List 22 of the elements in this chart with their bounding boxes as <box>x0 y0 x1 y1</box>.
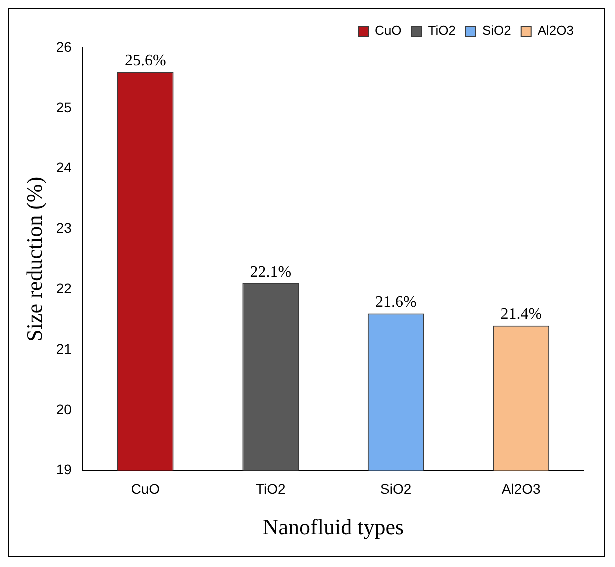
y-axis-title: Size reduction (%) <box>22 176 47 342</box>
legend-label: TiO2 <box>428 23 456 38</box>
data-label: 21.4% <box>500 306 542 324</box>
x-tick-label: CuO <box>131 481 160 498</box>
y-tick-label: 22 <box>56 280 72 296</box>
data-label: 21.6% <box>375 294 417 311</box>
y-tick-label: 25 <box>56 99 72 116</box>
data-label: 25.6% <box>124 52 166 70</box>
y-tick-label: 20 <box>56 401 72 418</box>
legend-label: Al2O3 <box>538 23 574 38</box>
x-axis-title: Nanofluid types <box>262 514 404 540</box>
y-tick-label: 24 <box>56 160 72 176</box>
x-tick-label: TiO2 <box>256 481 286 498</box>
y-tick-label: 26 <box>56 38 72 55</box>
y-tick-label: 23 <box>56 220 72 236</box>
legend-label: CuO <box>375 23 402 38</box>
y-tick-label: 21 <box>56 340 72 357</box>
legend-label: SiO2 <box>482 23 512 38</box>
y-tick-label: 19 <box>56 462 72 478</box>
data-label: 22.1% <box>250 264 292 281</box>
x-tick-label: SiO2 <box>380 481 412 498</box>
x-tick-label: Al2O3 <box>502 481 542 498</box>
